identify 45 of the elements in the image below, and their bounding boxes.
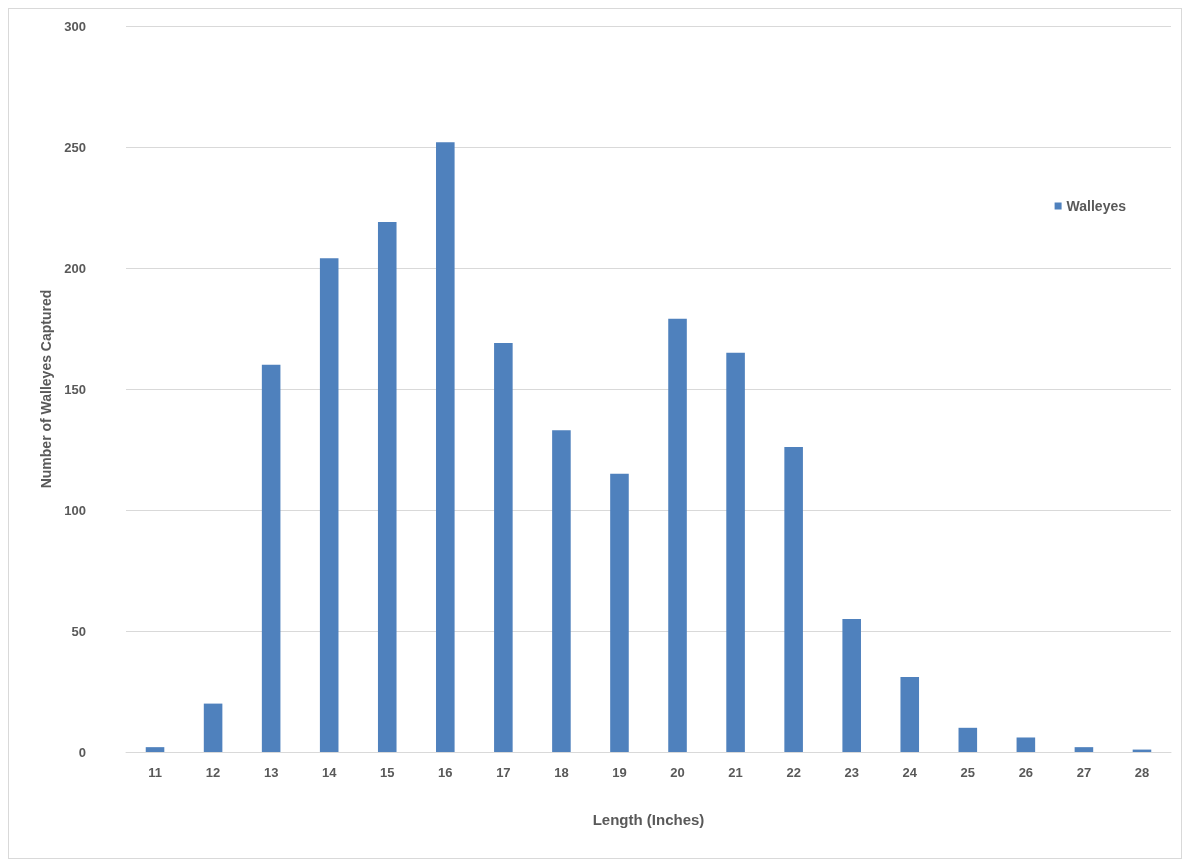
bar	[610, 473, 629, 752]
x-tick-label: 23	[844, 765, 859, 780]
bar	[1074, 747, 1094, 752]
y-axis-title: Number of Walleyes Captured	[38, 289, 55, 489]
x-tick-label: 13	[263, 765, 279, 780]
bar	[552, 430, 571, 752]
bar	[668, 318, 687, 752]
y-tick-label: 250	[64, 139, 86, 155]
x-tick-label: 27	[1076, 765, 1092, 780]
x-axis-title: Length (Inches)	[592, 811, 705, 828]
x-tick-label: 15	[380, 765, 395, 780]
bar	[319, 258, 339, 752]
bar	[726, 352, 745, 752]
x-tick-label: 22	[786, 765, 801, 780]
bar	[958, 727, 978, 752]
x-tick-label: 17	[496, 765, 511, 780]
x-tick-label: 12	[205, 765, 221, 780]
x-tick-label: 11	[148, 765, 162, 780]
x-tick-label: 28	[1134, 765, 1150, 780]
y-tick-label: 150	[64, 381, 86, 397]
bar	[377, 222, 397, 752]
bar	[203, 703, 223, 752]
x-tick-label: 26	[1018, 765, 1034, 780]
x-tick-label: 19	[612, 765, 627, 780]
x-tick-label: 21	[728, 765, 743, 780]
y-tick-label: 300	[64, 18, 86, 34]
bar	[261, 364, 281, 752]
bar	[494, 343, 513, 752]
x-tick-label: 25	[960, 765, 976, 780]
x-tick-label: 16	[438, 765, 453, 780]
bar	[1016, 737, 1036, 752]
bar	[784, 447, 803, 752]
y-tick-label: 50	[71, 623, 86, 639]
y-tick-label: 200	[64, 260, 86, 276]
bar	[900, 676, 920, 752]
bar	[436, 142, 455, 752]
x-tick-label: 14	[321, 765, 338, 780]
bar	[145, 747, 165, 752]
y-tick-label: 0	[78, 744, 86, 760]
y-tick-label: 100	[64, 502, 86, 518]
bar	[842, 618, 861, 752]
x-tick-label: 24	[902, 765, 918, 780]
x-tick-label: 20	[670, 765, 685, 780]
x-tick-label: 18	[554, 765, 569, 780]
legend-label: Walleyes	[1066, 198, 1127, 214]
